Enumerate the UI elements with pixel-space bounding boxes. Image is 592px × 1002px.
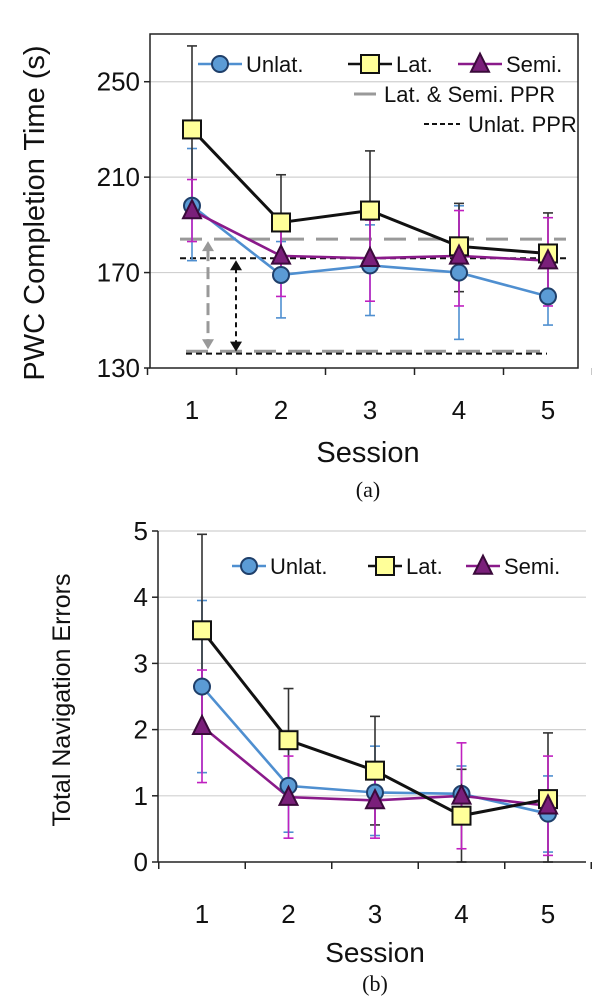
y-tick-label: 130 — [97, 353, 140, 383]
data-point-semi — [270, 243, 292, 265]
y-axis-title-b: Total Navigation Errors — [48, 574, 76, 827]
x-axis-title-a: Session — [316, 437, 419, 469]
data-point-unlat — [539, 287, 557, 306]
data-point-semi — [364, 787, 386, 810]
data-point-unlat — [272, 265, 290, 284]
legend-marker-semi — [469, 51, 491, 73]
x-tick-label: 2 — [274, 395, 288, 425]
ppr-arrowhead-lat_semi-bottom — [202, 339, 214, 350]
panel-b: 0 1 2 3 4 5 1 2 3 4 5 Unlat. Lat. Semi. Total Navig… — [48, 516, 592, 996]
ppr-arrowhead-unlat-top — [230, 260, 242, 271]
y-tick-label: 5 — [134, 516, 148, 546]
ppr-arrowhead-unlat-bottom — [230, 341, 242, 352]
x-tick-label: 4 — [452, 395, 466, 425]
data-point-semi — [359, 245, 381, 268]
error-bars-b — [197, 533, 553, 863]
data-point-semi — [537, 248, 559, 270]
x-tick-label: 3 — [363, 395, 377, 425]
caption-b: (b) — [362, 971, 388, 996]
data-point-lat — [451, 805, 472, 826]
x-tick-label: 3 — [368, 899, 382, 929]
legend-a: Unlat. Lat. Semi. Lat. & Semi. PPR Unlat. PP… — [198, 51, 577, 137]
x-tick-label: 2 — [281, 899, 295, 929]
ppr-arrowhead-lat_semi-top — [202, 241, 214, 252]
data-point-lat — [278, 730, 299, 751]
y-ticks-b: 0 1 2 3 4 5 — [134, 516, 158, 877]
legend-marker-lat — [375, 556, 395, 576]
data-point-lat — [271, 212, 291, 233]
data-point-semi — [277, 784, 300, 806]
y-tick-label: 0 — [134, 847, 148, 877]
legend-label-unlat: Unlat. — [270, 554, 327, 579]
y-tick-label: 250 — [97, 67, 140, 97]
data-point-lat — [360, 200, 380, 221]
legend-label-ppr-unlat: Unlat. PPR — [468, 112, 577, 137]
x-tick-label: 1 — [195, 899, 209, 929]
grid-a — [150, 81, 578, 274]
caption-a: (a) — [356, 477, 380, 502]
y-axis-title-a: PWC Completion Time (s) — [19, 45, 51, 380]
y-tick-label: 4 — [134, 582, 148, 612]
data-point-semi — [537, 793, 559, 815]
x-tick-label: 1 — [185, 395, 199, 425]
legend-b: Unlat. Lat. Semi. — [232, 553, 560, 579]
y-ticks-a: 130 170 210 250 — [97, 67, 150, 383]
data-point-lat — [365, 760, 385, 781]
data-point-semi — [191, 713, 213, 736]
y-tick-label: 2 — [134, 715, 148, 745]
data-point-lat — [192, 620, 212, 641]
legend-label-ppr-lat_semi: Lat. & Semi. PPR — [384, 82, 555, 107]
data-point-unlat — [193, 677, 211, 696]
legend-marker-unlat — [211, 55, 229, 73]
legend-label-lat: Lat. — [406, 554, 443, 579]
x-tick-label: 5 — [541, 395, 555, 425]
legend-label-lat: Lat. — [396, 52, 433, 77]
x-tick-label: 5 — [541, 899, 555, 929]
data-point-semi — [448, 243, 470, 265]
data-point-unlat — [450, 263, 468, 282]
y-tick-label: 170 — [97, 258, 140, 288]
legend-marker-unlat — [240, 557, 258, 575]
legend-label-semi: Semi. — [506, 52, 562, 77]
plot-frame-a — [149, 33, 579, 369]
legend-marker-semi — [472, 553, 494, 575]
legend-label-unlat: Unlat. — [246, 52, 303, 77]
panel-a: 130 170 210 250 1 2 3 4 5 Unlat. Lat. Semi. Lat. &… — [19, 33, 592, 502]
legend-label-semi: Semi. — [504, 554, 560, 579]
x-ticks-b: 1 2 3 4 5 — [158, 862, 592, 929]
data-point-semi — [450, 783, 473, 805]
data-point-semi — [181, 197, 203, 220]
x-ticks-a: 1 2 3 4 5 — [146, 368, 592, 425]
y-tick-label: 210 — [97, 162, 140, 192]
x-tick-label: 4 — [454, 899, 468, 929]
legend-marker-lat — [360, 54, 380, 74]
x-axis-title-b: Session — [325, 937, 425, 968]
data-point-lat — [182, 119, 202, 140]
y-tick-label: 3 — [134, 648, 148, 678]
markers-b — [191, 620, 559, 826]
markers-a — [181, 119, 559, 306]
y-tick-label: 1 — [134, 781, 148, 811]
